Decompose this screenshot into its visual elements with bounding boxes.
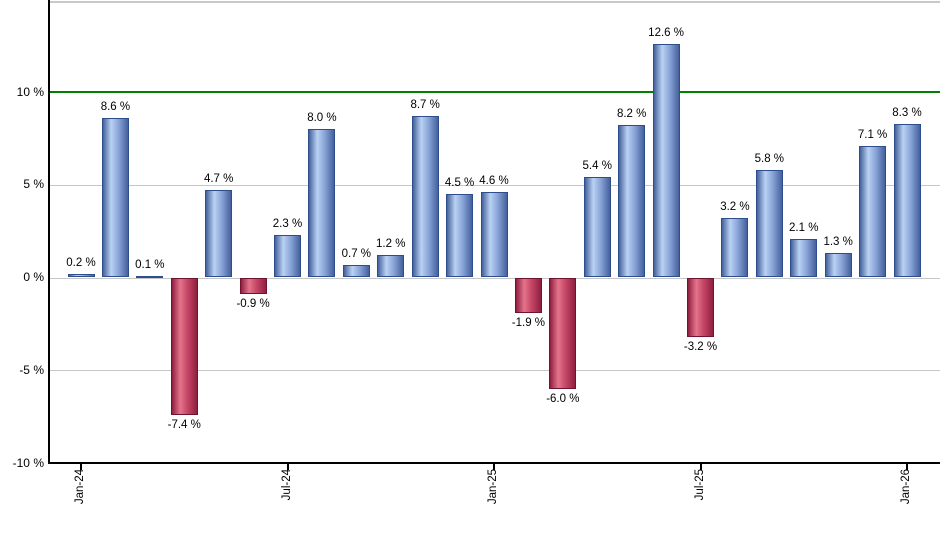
bar-value-label: 5.8 % [754, 152, 785, 165]
bar [67, 273, 95, 278]
bar-value-label: 1.2 % [376, 238, 406, 251]
bar [652, 43, 680, 278]
bar [308, 129, 336, 278]
bar-value-label: -6.0 % [546, 392, 580, 405]
bar-value-label: -1.9 % [511, 316, 546, 329]
bar [859, 145, 887, 278]
y-tick-label: 0 % [23, 270, 44, 284]
bar [790, 238, 818, 278]
bar-value-label: 7.1 % [857, 128, 888, 141]
bar [205, 190, 233, 278]
bar [411, 116, 439, 278]
bar [893, 123, 921, 278]
x-tick-label: Jan-24 [74, 469, 86, 505]
bar-value-label: 1.3 % [823, 236, 853, 249]
y-tick-label: 5 % [23, 177, 44, 192]
bar [721, 218, 749, 278]
bar [170, 277, 198, 415]
gridline--5 [49, 370, 940, 372]
bar-value-label: 2.1 % [789, 221, 819, 234]
bar-value-label: -3.2 % [683, 340, 718, 353]
y-axis-line [48, 0, 50, 464]
x-tick-label: Jan-25 [487, 469, 499, 505]
bar-value-label: -0.9 % [236, 298, 270, 311]
x-tick-mark [906, 463, 908, 470]
bar [136, 275, 164, 278]
bar [687, 277, 714, 337]
x-tick-label: Jul-24 [280, 469, 293, 501]
bar [377, 255, 405, 278]
x-axis-line [48, 461, 940, 464]
bar-value-label: 12.6 % [648, 26, 684, 39]
x-tick-label: Jan-26 [900, 469, 912, 505]
bar-value-label: -7.4 % [167, 418, 201, 431]
bar-value-label: 8.3 % [892, 106, 922, 119]
bar-value-label: 2.3 % [272, 217, 303, 230]
bar [446, 194, 474, 278]
x-tick-mark [80, 463, 82, 470]
x-tick-mark [286, 463, 289, 470]
bar-value-label: 8.2 % [616, 108, 647, 121]
bar [342, 264, 370, 278]
bar-value-label: 4.7 % [203, 173, 234, 186]
y-tick-label: 10 % [16, 84, 44, 99]
y-tick-label: -5 % [19, 362, 44, 377]
bar-value-label: 4.6 % [479, 175, 509, 188]
x-tick-label: Jul-25 [693, 469, 706, 501]
bar-value-label: 8.0 % [307, 112, 337, 125]
bar [480, 192, 508, 278]
bar [514, 277, 542, 313]
gridline-0 [49, 277, 940, 279]
bar-value-label: 4.5 % [444, 177, 475, 190]
bar-value-label: 3.2 % [720, 201, 750, 214]
y-tick-label: -10 % [12, 455, 44, 470]
plot-top-border [49, 1, 940, 3]
bar [824, 253, 852, 278]
bar [755, 169, 783, 278]
reference-line-10pct [49, 91, 940, 93]
bar [549, 277, 577, 389]
bar [583, 177, 611, 278]
bar-value-label: 5.4 % [582, 160, 612, 173]
gridline-5 [49, 184, 940, 186]
bar-value-label: 8.6 % [100, 100, 131, 113]
bar-value-label: 0.1 % [135, 258, 165, 271]
x-tick-mark [493, 463, 495, 470]
bar [618, 125, 646, 278]
bar [101, 117, 129, 278]
bar-value-label: 0.2 % [66, 256, 96, 269]
bar [239, 277, 267, 295]
x-tick-mark [699, 463, 702, 470]
bar-value-label: 8.7 % [410, 99, 440, 112]
bar-value-label: 0.7 % [341, 247, 372, 260]
bar [274, 234, 301, 278]
